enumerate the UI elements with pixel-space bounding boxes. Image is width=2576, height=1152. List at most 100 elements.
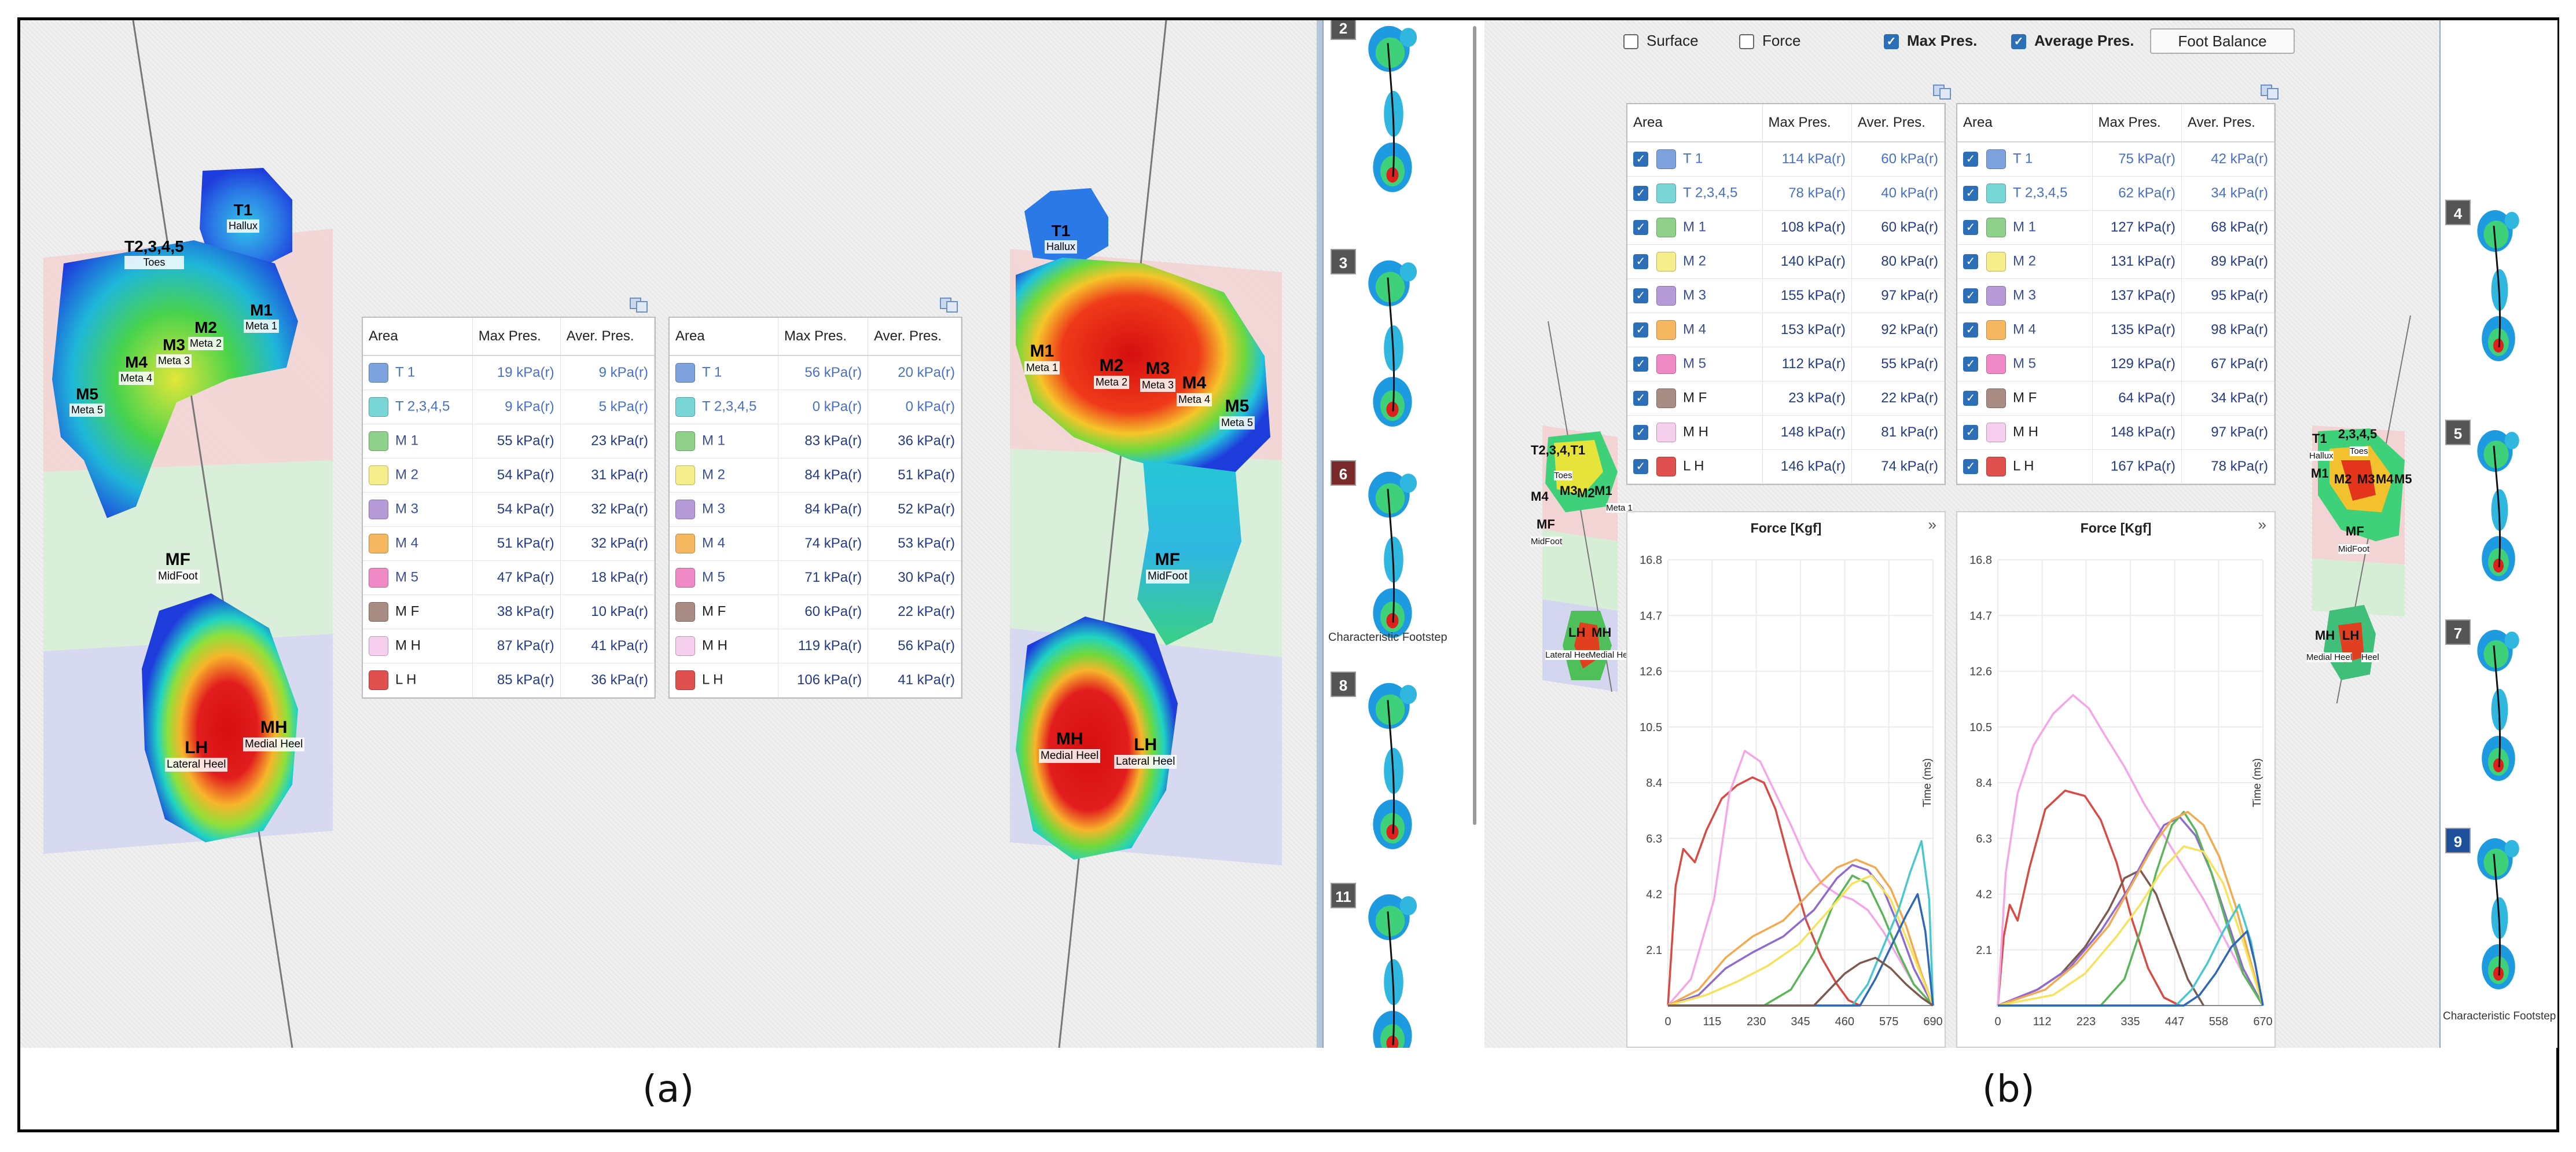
copy-icon[interactable] xyxy=(629,297,649,313)
max-pres-checkbox[interactable]: ✓ Max Pres. xyxy=(1884,32,1977,50)
table-row: ✓ M 2 140 kPa(r) 80 kPa(r) xyxy=(1627,244,1945,279)
row-checkbox[interactable]: ✓ xyxy=(1633,254,1648,269)
area-label: M 2 xyxy=(702,467,726,483)
row-checkbox[interactable]: ✓ xyxy=(1633,152,1648,167)
area-color-swatch xyxy=(1656,354,1676,374)
checkbox-icon: ✓ xyxy=(2011,34,2026,50)
footstep-thumbnail[interactable]: 5 xyxy=(2445,420,2549,596)
chart-title: Force [Kgf] xyxy=(2080,520,2152,535)
area-label: T 2,3,4,5 xyxy=(2013,185,2068,201)
scrollbar[interactable] xyxy=(1473,26,1476,825)
row-checkbox[interactable]: ✓ xyxy=(1633,220,1648,235)
table-row: L H 106 kPa(r) 41 kPa(r) xyxy=(670,663,961,698)
area-label: M 1 xyxy=(702,432,726,449)
row-checkbox[interactable]: ✓ xyxy=(1963,288,1978,303)
table-row: ✓ T 1 75 kPa(r) 42 kPa(r) xyxy=(1957,142,2275,177)
footstep-thumbnail[interactable]: 8 xyxy=(1331,672,1452,865)
copy-icon[interactable] xyxy=(939,297,959,313)
row-checkbox[interactable]: ✓ xyxy=(1963,425,1978,440)
average-pressure-cell: 22 kPa(r) xyxy=(868,595,961,629)
area-color-swatch xyxy=(369,670,388,690)
force-chart-right-plot: 2.1 4.2 6.3 8.4 10.5 12.6 14.7 16.8 0 112 223 335 44… xyxy=(1969,554,2273,1028)
row-checkbox[interactable]: ✓ xyxy=(1963,357,1978,372)
y-tick-label: 2.1 xyxy=(1646,944,1662,957)
row-checkbox[interactable]: ✓ xyxy=(1633,391,1648,406)
area-cell: ✓ M H xyxy=(1627,415,1763,450)
row-checkbox[interactable]: ✓ xyxy=(1963,152,1978,167)
area-color-swatch xyxy=(675,568,695,588)
row-checkbox[interactable]: ✓ xyxy=(1633,425,1648,440)
area-color-swatch xyxy=(369,397,388,417)
small-right-foot-heatmap xyxy=(2312,315,2411,703)
x-tick-label: 460 xyxy=(1835,1015,1854,1028)
foot-balance-button[interactable]: Foot Balance xyxy=(2150,28,2295,54)
collapse-chevron-icon[interactable]: » xyxy=(1928,516,1936,533)
row-checkbox[interactable]: ✓ xyxy=(1963,322,1978,337)
foot-label-m2: M2 Meta 2 xyxy=(188,318,224,350)
series-line xyxy=(1997,810,2264,1007)
foot-label: T2,3,4,T1 xyxy=(1531,443,1586,457)
max-pressure-cell: 23 kPa(r) xyxy=(1762,381,1852,416)
area-cell: M 3 xyxy=(670,492,778,527)
foot-label: MF xyxy=(2346,524,2364,538)
row-checkbox[interactable]: ✓ xyxy=(1963,186,1978,201)
area-color-swatch xyxy=(369,500,388,519)
foot-label: 2,3,4,5 xyxy=(2338,427,2377,441)
average-pres-checkbox[interactable]: ✓ Average Pres. xyxy=(2011,32,2134,50)
footstep-thumbnail[interactable]: 7 xyxy=(2445,619,2549,796)
y-tick-label: 14.7 xyxy=(1969,610,1992,622)
table-row: ✓ M 5 112 kPa(r) 55 kPa(r) xyxy=(1627,347,1945,381)
area-label: L H xyxy=(2013,458,2034,474)
footstep-thumbnail[interactable]: 11 xyxy=(1331,883,1452,1048)
footstep-thumbnail[interactable]: 6 xyxy=(1331,460,1452,654)
footstep-number-badge: 8 xyxy=(1331,672,1356,697)
table-row: M 5 47 kPa(r) 18 kPa(r) xyxy=(363,560,655,595)
area-label: T 2,3,4,5 xyxy=(702,398,757,414)
foot-label: Hallux xyxy=(2309,451,2334,461)
foot-label: M3 xyxy=(1560,483,1578,498)
surface-checkbox[interactable]: Surface xyxy=(1623,32,1699,50)
footstep-number-badge: 3 xyxy=(1331,249,1356,274)
max-pressure-cell: 0 kPa(r) xyxy=(778,390,869,424)
series-line xyxy=(1998,810,2264,1007)
row-checkbox[interactable]: ✓ xyxy=(1963,459,1978,474)
max-pressure-cell: 38 kPa(r) xyxy=(472,595,561,629)
row-checkbox[interactable]: ✓ xyxy=(1963,220,1978,235)
force-checkbox[interactable]: Force xyxy=(1739,32,1800,50)
collapse-chevron-icon[interactable]: » xyxy=(2258,516,2266,533)
copy-icon[interactable] xyxy=(2260,84,2280,100)
row-checkbox[interactable]: ✓ xyxy=(1963,391,1978,406)
area-color-swatch xyxy=(1656,184,1676,203)
footstep-thumbnail[interactable]: 4 xyxy=(2445,200,2549,376)
row-checkbox[interactable]: ✓ xyxy=(1963,254,1978,269)
row-checkbox[interactable]: ✓ xyxy=(1633,186,1648,201)
max-pressure-cell: 56 kPa(r) xyxy=(778,355,869,390)
footstep-thumbnail[interactable]: 3 xyxy=(1331,249,1452,443)
footstep-strip-a[interactable] xyxy=(1317,20,1322,1048)
average-pressure-cell: 34 kPa(r) xyxy=(2181,176,2275,211)
table-row: ✓ T 2,3,4,5 78 kPa(r) 40 kPa(r) xyxy=(1627,176,1945,211)
area-cell: ✓ M 1 xyxy=(1627,210,1763,245)
footstep-thumbnail[interactable]: 9 xyxy=(2445,828,2549,1004)
area-label: M F xyxy=(2013,390,2037,406)
foot-label: Toes xyxy=(1554,471,1572,480)
row-checkbox[interactable]: ✓ xyxy=(1633,288,1648,303)
average-pressure-cell: 10 kPa(r) xyxy=(560,595,655,629)
area-cell: M F xyxy=(363,595,473,629)
table-row: ✓ M 1 127 kPa(r) 68 kPa(r) xyxy=(1957,210,2275,245)
max-pressure-cell: 84 kPa(r) xyxy=(778,458,869,493)
area-color-swatch xyxy=(1656,252,1676,272)
area-color-swatch xyxy=(369,602,388,622)
row-checkbox[interactable]: ✓ xyxy=(1633,322,1648,337)
copy-icon[interactable] xyxy=(1932,84,1952,100)
footstep-thumbnail[interactable]: 2 xyxy=(1331,20,1452,208)
row-checkbox[interactable]: ✓ xyxy=(1633,459,1648,474)
table-row: ✓ M F 23 kPa(r) 22 kPa(r) xyxy=(1627,381,1945,416)
area-color-swatch xyxy=(1656,457,1676,476)
area-color-swatch xyxy=(369,636,388,656)
footstep-heatmap xyxy=(2477,630,2519,781)
column-header: Aver. Pres. xyxy=(868,318,961,356)
row-checkbox[interactable]: ✓ xyxy=(1633,357,1648,372)
column-header: Aver. Pres. xyxy=(2181,104,2275,142)
average-pressure-cell: 67 kPa(r) xyxy=(2181,347,2275,381)
